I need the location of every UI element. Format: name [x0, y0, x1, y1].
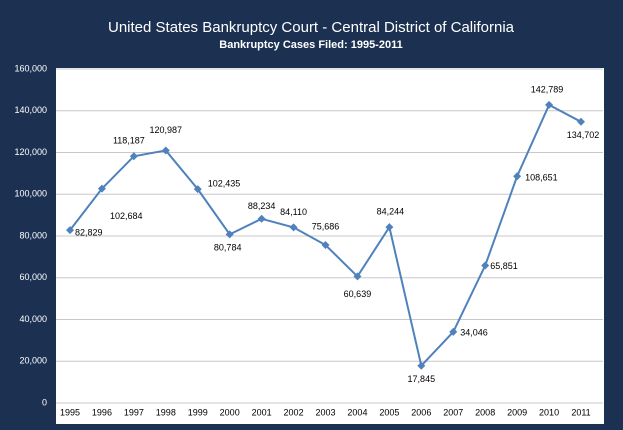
data-label: 102,684 [110, 211, 143, 221]
x-tick-label: 2005 [379, 407, 399, 417]
data-point [545, 100, 554, 109]
data-label: 142,789 [531, 84, 564, 94]
data-point [481, 261, 490, 270]
data-point [97, 184, 106, 193]
x-tick-label: 2003 [315, 407, 335, 417]
data-label: 88,234 [248, 201, 276, 211]
data-label: 134,702 [567, 130, 600, 140]
y-tick-label: 140,000 [14, 105, 47, 115]
data-point [321, 241, 330, 250]
x-tick-label: 1998 [156, 407, 176, 417]
chart-title: United States Bankruptcy Court - Central… [108, 19, 515, 36]
x-tick-label: 2000 [220, 407, 240, 417]
data-point [513, 172, 522, 181]
x-tick-label: 1997 [124, 407, 144, 417]
y-tick-label: 160,000 [14, 63, 47, 73]
data-point [417, 361, 426, 370]
x-tick-label: 2008 [475, 407, 495, 417]
data-point [129, 152, 138, 161]
x-tick-label: 1996 [92, 407, 112, 417]
y-tick-label: 60,000 [19, 272, 47, 282]
x-tick-label: 2002 [284, 407, 304, 417]
data-label: 82,829 [75, 227, 103, 237]
data-label: 34,046 [460, 327, 488, 337]
data-label: 75,686 [312, 221, 340, 231]
chart-subtitle: Bankruptcy Cases Filed: 1995-2011 [219, 39, 402, 51]
y-tick-label: 20,000 [19, 356, 47, 366]
data-point [385, 223, 394, 232]
data-label: 108,651 [525, 173, 558, 183]
x-tick-label: 2007 [443, 407, 463, 417]
y-tick-label: 0 [42, 397, 47, 407]
data-label: 65,851 [490, 261, 518, 271]
data-point [257, 214, 266, 223]
y-tick-label: 100,000 [14, 189, 47, 199]
x-tick-label: 2009 [507, 407, 527, 417]
x-tick-label: 2004 [347, 407, 367, 417]
y-tick-label: 120,000 [14, 147, 47, 157]
data-point [289, 223, 298, 232]
data-label: 60,639 [344, 289, 372, 299]
data-label: 102,435 [208, 179, 241, 189]
x-tick-label: 2010 [539, 407, 559, 417]
data-point [225, 230, 234, 239]
x-tick-label: 2006 [411, 407, 431, 417]
data-point [161, 146, 170, 155]
y-tick-label: 80,000 [19, 230, 47, 240]
y-tick-label: 40,000 [19, 314, 47, 324]
data-point [449, 327, 458, 336]
data-point [353, 272, 362, 281]
x-tick-label: 1999 [188, 407, 208, 417]
data-point [577, 117, 585, 126]
data-label: 84,244 [377, 207, 405, 217]
x-tick-label: 2001 [252, 407, 272, 417]
data-label: 80,784 [214, 243, 242, 253]
x-tick-label: 1995 [60, 407, 80, 417]
data-label: 120,987 [150, 125, 183, 135]
data-label: 84,110 [280, 207, 307, 217]
data-point [193, 185, 202, 194]
data-label: 17,845 [408, 374, 436, 384]
x-tick-label: 2011 [571, 407, 590, 417]
data-point [66, 226, 74, 235]
data-label: 118,187 [113, 136, 145, 146]
plot-area [56, 68, 604, 424]
